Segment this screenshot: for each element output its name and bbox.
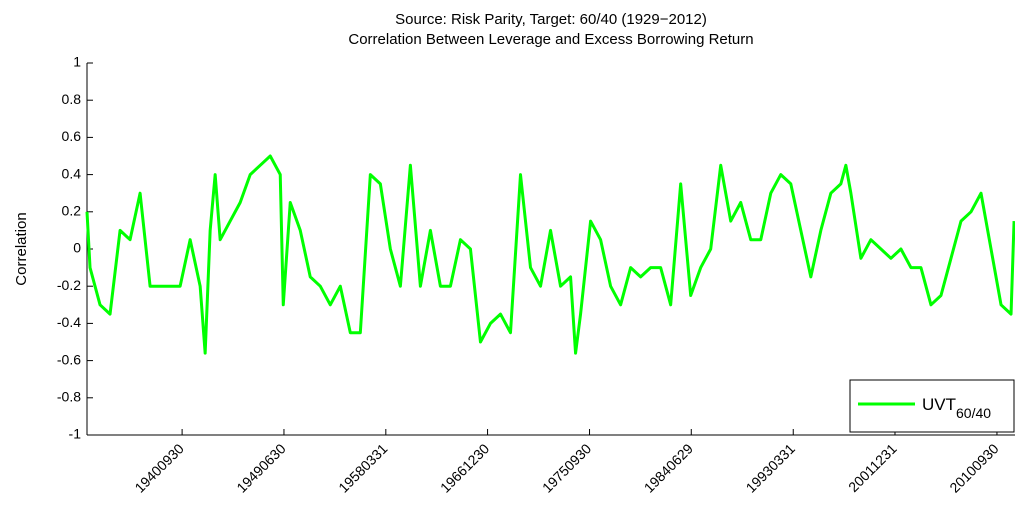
y-tick-label: -0.2 — [57, 277, 81, 293]
y-tick-label: 1 — [73, 54, 81, 70]
legend-label: UVT60/40 — [922, 395, 991, 421]
y-tick-label: 0.2 — [62, 203, 82, 219]
y-tick-label: 0.6 — [62, 128, 82, 144]
data-line — [85, 154, 1015, 355]
legend-name: UVT — [922, 395, 956, 414]
legend-box — [849, 379, 1015, 433]
legend-subscript: 60/40 — [956, 405, 991, 421]
chart-subtitle: Correlation Between Leverage and Excess … — [348, 31, 753, 48]
y-tick-label: -0.4 — [57, 314, 81, 330]
y-tick-label: -0.8 — [57, 389, 81, 405]
y-tick-label: 0 — [73, 240, 81, 256]
y-axis-label: Correlation — [13, 212, 30, 285]
y-tick-label: -0.6 — [57, 351, 81, 367]
y-tick-label: 0.4 — [62, 165, 82, 181]
y-tick-label: -1 — [69, 426, 82, 442]
chart-title: Source: Risk Parity, Target: 60/40 (1929… — [395, 11, 707, 28]
y-tick-label: 0.8 — [62, 91, 82, 107]
